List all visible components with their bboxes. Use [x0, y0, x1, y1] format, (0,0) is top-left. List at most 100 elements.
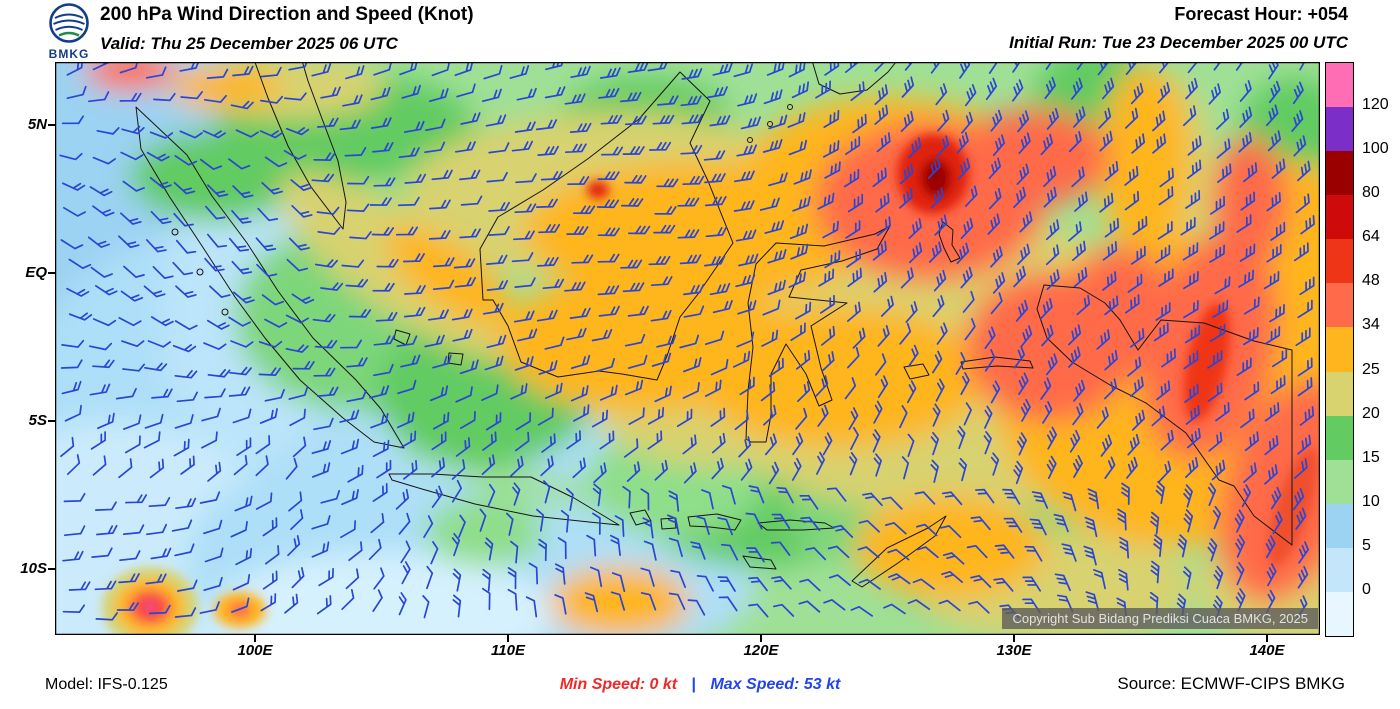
wind-barb — [598, 87, 620, 99]
wind-barb — [1019, 211, 1033, 233]
wind-barb — [696, 575, 714, 592]
wind-barb — [260, 66, 282, 78]
wind-barb — [425, 118, 446, 132]
wind-barb — [460, 195, 483, 206]
wind-barb — [683, 462, 697, 484]
wind-barb — [1265, 535, 1276, 559]
wind-barb — [402, 253, 425, 263]
wind-barb — [95, 612, 118, 621]
wind-barb — [60, 359, 83, 369]
wind-barb — [941, 570, 964, 583]
wind-barb — [624, 115, 647, 126]
wind-barb — [235, 548, 253, 566]
wind-barb — [1300, 214, 1315, 235]
coastline-timor — [851, 515, 947, 588]
wind-barb — [292, 436, 307, 458]
wind-barb — [964, 84, 977, 107]
wind-barb — [372, 483, 388, 502]
wind-barb — [1104, 160, 1119, 182]
wind-barb — [143, 285, 166, 298]
wind-barb — [957, 158, 971, 180]
wind-barb — [792, 432, 804, 456]
wind-barb — [153, 92, 176, 102]
wind-barb — [1185, 77, 1198, 100]
wind-barb — [906, 380, 917, 404]
wind-barb — [627, 225, 651, 235]
wind-barb — [1155, 302, 1171, 321]
wind-barb — [681, 113, 703, 125]
colorbar-cell — [1326, 503, 1353, 548]
wind-barb — [1013, 265, 1026, 288]
map-area: Copyright Sub Bidang Prediksi Cuaca BMKG… — [20, 62, 1320, 659]
wind-barb — [648, 255, 671, 266]
wind-barb — [1299, 406, 1315, 426]
wind-barb — [930, 459, 939, 483]
wind-barb — [1129, 328, 1145, 348]
wind-barb — [316, 206, 340, 215]
wind-barb — [569, 307, 591, 319]
wind-barb — [572, 205, 596, 215]
wind-barb — [148, 604, 171, 615]
wind-barb — [899, 188, 913, 209]
wind-barb — [1295, 193, 1310, 214]
wind-barb — [284, 593, 299, 614]
wind-barb — [370, 117, 392, 129]
wind-barb — [311, 515, 331, 530]
wind-barb — [96, 127, 120, 135]
wind-barb — [373, 567, 385, 590]
wind-barb — [542, 278, 565, 290]
wind-barb — [735, 273, 756, 288]
wind-barb — [289, 408, 306, 427]
wind-barb — [930, 62, 943, 74]
coastline-malay-peninsula — [254, 62, 347, 230]
wind-barb — [203, 342, 227, 350]
wind-barb — [799, 578, 821, 592]
wind-barb — [1020, 325, 1033, 348]
wind-barb — [261, 294, 285, 306]
wind-barb — [795, 301, 812, 320]
wind-barb — [94, 501, 117, 511]
wind-barb — [768, 357, 784, 377]
wind-barb — [857, 546, 880, 559]
wind-barb — [231, 260, 253, 275]
wind-barb — [232, 291, 255, 304]
wind-barb — [850, 426, 859, 451]
wind-barb — [824, 161, 841, 179]
wind-barb — [805, 547, 827, 561]
coastline-islet — [171, 228, 179, 236]
wind-barb — [990, 292, 1003, 315]
wind-barb — [907, 599, 931, 611]
lon-tick — [760, 635, 762, 642]
wind-barb — [314, 259, 338, 268]
wind-barb — [934, 214, 948, 236]
colorbar-label: 34 — [1362, 316, 1380, 334]
wind-barb — [207, 184, 229, 198]
wind-barb — [375, 311, 398, 322]
wind-barb — [339, 119, 361, 131]
wind-barb — [230, 100, 254, 110]
wind-barb — [92, 205, 115, 217]
wind-barb — [771, 513, 791, 530]
wind-barb — [513, 310, 535, 323]
wind-barb — [262, 517, 278, 537]
lon-label: 100E — [237, 642, 273, 659]
wind-barb — [557, 537, 567, 560]
wind-barb — [118, 317, 142, 327]
wind-barb — [1243, 296, 1260, 315]
wind-barb — [482, 568, 491, 592]
wind-barb — [614, 515, 625, 537]
wind-barb — [677, 229, 700, 239]
wind-barb — [481, 454, 496, 475]
wind-barb — [204, 257, 225, 272]
wind-barb — [680, 144, 703, 155]
wind-barb — [681, 68, 703, 80]
wind-barb — [404, 284, 426, 295]
wind-barb — [1243, 162, 1258, 183]
map-border — [55, 62, 1320, 635]
wind-barb — [426, 565, 434, 590]
wind-barb — [940, 525, 962, 539]
wind-barb — [1100, 434, 1113, 457]
wind-barb — [149, 458, 165, 479]
wind-barb — [1071, 166, 1085, 188]
wind-barb — [1012, 62, 1023, 73]
